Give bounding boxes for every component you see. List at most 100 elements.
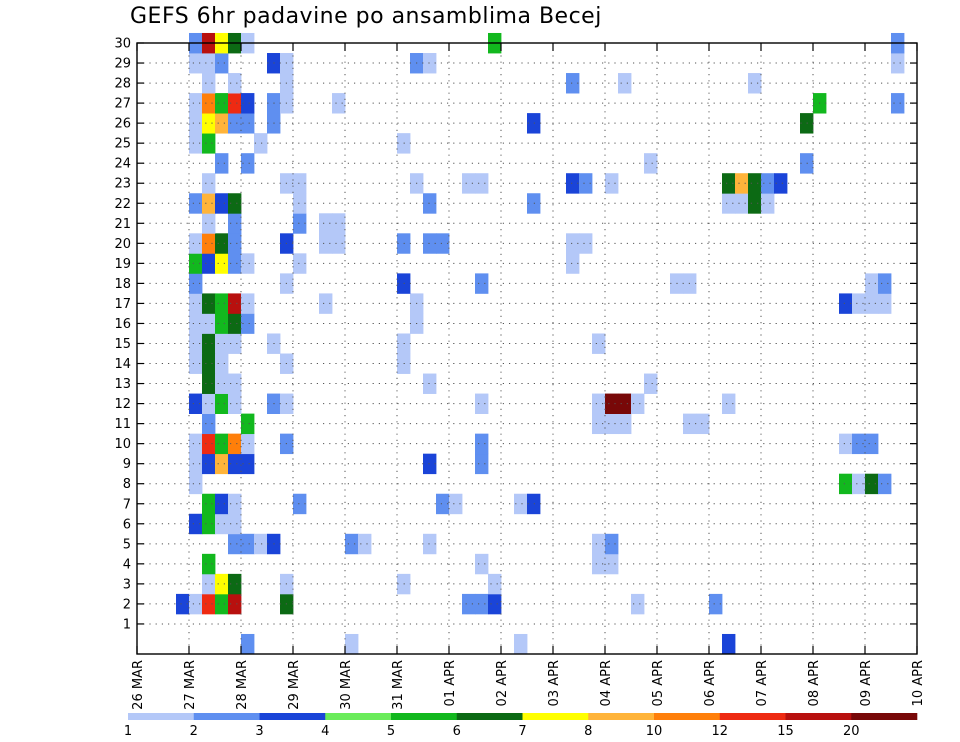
precip-cell: [241, 313, 255, 334]
precip-cell: [839, 433, 853, 455]
x-tick-label: 28 MAR: [235, 660, 250, 710]
precip-cell: [241, 433, 255, 455]
precip-cell: [865, 293, 879, 314]
precip-cell: [189, 293, 203, 314]
legend-swatch: [259, 713, 326, 720]
y-tick-label: 8: [123, 477, 131, 492]
precip-cell: [462, 173, 476, 194]
y-tick-label: 29: [114, 57, 131, 72]
data-cells: [176, 32, 905, 655]
precip-cell: [722, 393, 736, 414]
precip-cell: [319, 293, 333, 314]
precip-cell: [202, 293, 216, 314]
precip-cell: [566, 73, 580, 94]
precip-cell: [176, 593, 190, 615]
precip-cell: [202, 173, 216, 194]
precip-cell: [748, 73, 762, 94]
precip-cell: [202, 53, 216, 74]
precip-cell: [878, 473, 892, 495]
precip-cell: [215, 373, 229, 394]
precip-cell: [189, 433, 203, 455]
color-legend: 1 2 3 4 5 6 7 8 10 12 15 20: [124, 713, 918, 739]
y-tick-label: 6: [123, 517, 131, 532]
precip-cell: [293, 173, 307, 194]
precip-cell: [566, 233, 580, 254]
y-tick-label: 17: [114, 297, 131, 312]
x-tick-label: 02 APR: [495, 660, 510, 706]
grid-lines: [137, 42, 917, 654]
precip-cell: [488, 573, 502, 595]
precip-cell: [202, 513, 216, 535]
legend-swatch: [391, 713, 458, 720]
precip-cell: [228, 233, 242, 254]
precip-cell: [189, 333, 203, 354]
precip-cell: [644, 153, 658, 174]
precip-cell: [423, 193, 437, 214]
precip-cell: [189, 353, 203, 374]
precip-cell: [319, 233, 333, 254]
precip-cell: [748, 193, 762, 214]
x-tick-label: 05 APR: [651, 660, 666, 706]
precip-cell: [228, 73, 242, 94]
precip-cell: [215, 353, 229, 374]
y-tick-label: 15: [114, 337, 131, 352]
y-tick-label: 14: [114, 357, 131, 372]
precip-cell: [228, 333, 242, 354]
precip-cell: [215, 193, 229, 214]
precip-cell: [241, 113, 255, 134]
precip-cell: [592, 333, 606, 354]
precip-cell: [735, 193, 749, 214]
precip-cell: [202, 353, 216, 374]
x-tick-label: 26 MAR: [131, 660, 146, 710]
precip-cell: [475, 433, 489, 455]
precip-cell: [592, 413, 606, 435]
precip-cell: [839, 473, 853, 495]
precip-cell: [891, 93, 905, 114]
precip-cell: [215, 93, 229, 114]
precip-cell: [202, 373, 216, 394]
precip-cell: [618, 73, 632, 94]
y-tick-label: 5: [123, 537, 131, 552]
legend-swatch: [719, 713, 786, 720]
x-tick-label: 03 APR: [547, 660, 562, 706]
precip-cell: [514, 633, 528, 655]
precip-cell: [605, 413, 619, 435]
y-tick-label: 24: [114, 157, 131, 172]
precip-cell: [436, 233, 450, 254]
precip-cell: [228, 253, 242, 274]
precip-cell: [475, 273, 489, 294]
precip-cell: [566, 173, 580, 194]
precip-cell: [228, 293, 242, 314]
precip-cell: [241, 413, 255, 435]
precip-cell: [241, 153, 255, 174]
precip-cell: [423, 53, 437, 74]
precip-cell: [735, 173, 749, 194]
precip-cell: [475, 453, 489, 475]
y-tick-label: 3: [123, 577, 131, 592]
precip-cell: [878, 273, 892, 294]
y-tick-label: 9: [123, 457, 131, 472]
legend-level-label: 5: [387, 724, 395, 739]
precip-cell: [215, 233, 229, 254]
precip-cell: [748, 173, 762, 194]
chart-title: GEFS 6hr padavine po ansamblima Becej: [130, 4, 602, 29]
x-tick-label: 31 MAR: [391, 660, 406, 710]
precip-cell: [592, 533, 606, 555]
precip-cell: [202, 213, 216, 234]
precip-cell: [293, 213, 307, 234]
precip-cell: [852, 293, 866, 314]
legend-level-label: 2: [190, 724, 198, 739]
precip-cell: [189, 133, 203, 154]
precip-cell: [189, 93, 203, 114]
precip-cell: [865, 273, 879, 294]
y-tick-label: 18: [114, 277, 131, 292]
precip-cell: [215, 593, 229, 615]
precip-cell: [618, 413, 632, 435]
precip-cell: [579, 173, 593, 194]
x-tick-label: 04 APR: [599, 660, 614, 706]
precip-cell: [358, 533, 372, 555]
x-tick-label: 27 MAR: [183, 660, 198, 710]
precip-cell: [475, 393, 489, 414]
y-tick-label: 25: [114, 137, 131, 152]
precip-cell: [189, 513, 203, 535]
